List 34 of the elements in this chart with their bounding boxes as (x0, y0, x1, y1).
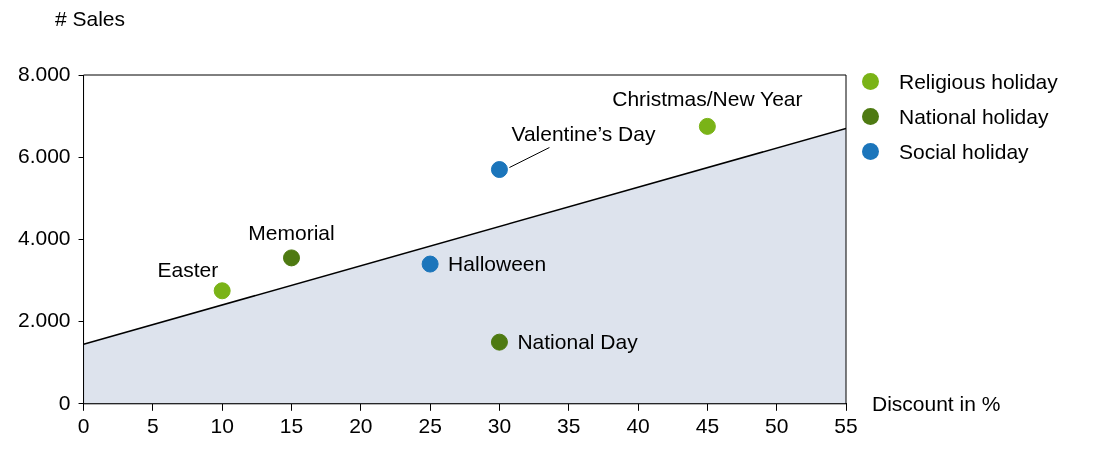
point (282, 249, 300, 267)
legend-label: National holiday (899, 104, 1049, 129)
legend-label: Religious holiday (899, 69, 1058, 94)
annotation: Easter (157, 257, 219, 281)
annotation: Christmas/New Year (612, 87, 803, 111)
x-tick-label: 15 (279, 414, 304, 438)
x-tick-label: 30 (487, 414, 512, 438)
y-tick-label: 0 (58, 390, 71, 414)
x-tick-label: 0 (77, 414, 90, 438)
annotation: National Day (517, 329, 639, 353)
y-axis-title: # Sales (55, 6, 126, 30)
point (490, 333, 508, 351)
x-tick-label: 40 (626, 414, 650, 438)
x-tick-label: 50 (765, 414, 789, 438)
x-axis-title: Discount in % (872, 391, 1001, 415)
annotation: Halloween (448, 251, 547, 275)
y-tick-label: 4.000 (17, 226, 71, 250)
x-tick-label: 25 (418, 414, 442, 438)
x-tick-label: 55 (834, 414, 858, 438)
y-tick-label: 2.000 (17, 308, 71, 332)
y-tick-label: 8.000 (17, 61, 71, 85)
x-tick-label: 10 (210, 414, 234, 438)
annotation: Valentine’s Day (511, 122, 656, 146)
x-tick-label: 20 (349, 414, 373, 438)
point (490, 161, 508, 179)
x-tick-label: 5 (147, 414, 159, 438)
point (698, 117, 716, 135)
y-tick-label: 6.000 (17, 144, 71, 167)
annotation: Memorial (248, 220, 335, 244)
legend-label: Social holiday (899, 139, 1029, 164)
x-tick-label: 45 (695, 414, 720, 438)
point (421, 255, 439, 273)
x-tick-label: 35 (557, 414, 581, 438)
point (213, 282, 231, 300)
